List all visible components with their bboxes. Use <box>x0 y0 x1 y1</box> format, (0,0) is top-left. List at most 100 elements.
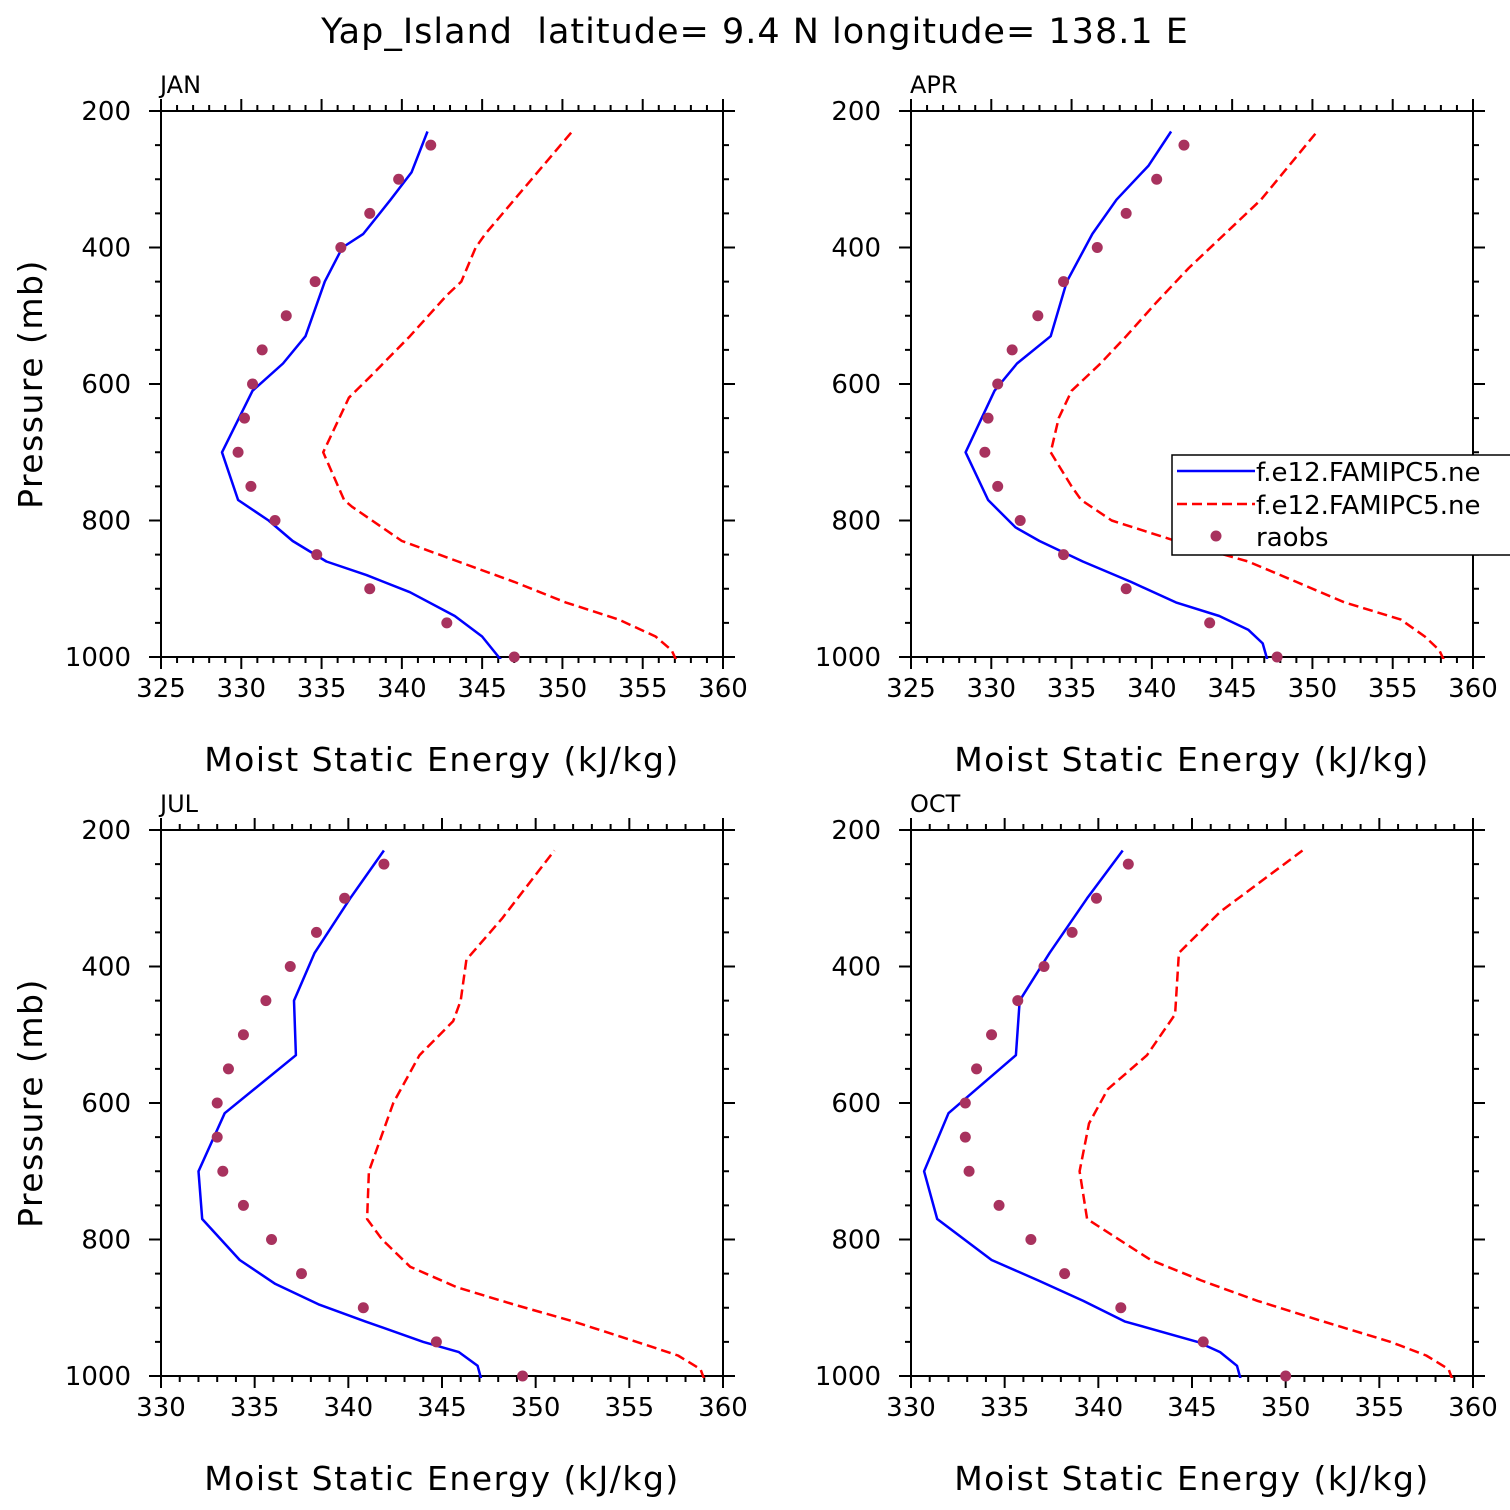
page-title: Yap_Island latitude= 9.4 N longitude= 13… <box>321 12 1189 52</box>
y-axis-label: Pressure (mb) <box>11 259 50 509</box>
raobs-point <box>1178 139 1190 151</box>
raobs-point <box>357 1302 369 1314</box>
x-tick-label: 345 <box>457 674 507 704</box>
raobs-point <box>364 583 376 595</box>
x-axis-label: Moist Static Energy (kJ/kg) <box>204 1459 680 1498</box>
raobs-point <box>959 1131 971 1143</box>
x-axis-label: Moist Static Energy (kJ/kg) <box>204 740 680 779</box>
raobs-point <box>364 207 376 219</box>
raobs-point <box>992 480 1004 492</box>
series-line-dashed <box>365 849 706 1378</box>
series-line-dashed <box>1049 130 1445 659</box>
raobs-point <box>211 1097 223 1109</box>
y-tick-label: 200 <box>831 97 881 127</box>
legend-swatch-point <box>1210 530 1222 542</box>
raobs-point <box>963 1165 975 1177</box>
x-tick-label: 340 <box>1127 674 1177 704</box>
y-tick-label: 600 <box>81 1089 131 1119</box>
y-tick-label: 1000 <box>815 643 881 673</box>
raobs-point <box>1038 961 1050 972</box>
raobs-point <box>237 1199 249 1211</box>
raobs-point <box>517 1370 529 1382</box>
y-tick-label: 800 <box>81 507 131 537</box>
y-tick-label: 400 <box>831 234 881 264</box>
raobs-point <box>992 378 1004 390</box>
raobs-point <box>1120 207 1132 219</box>
panel-apr: 325 330 335 340 345 350 355 360 200 400 600 800 1000… <box>815 71 1498 779</box>
y-tick-label: 400 <box>81 234 131 264</box>
raobs-point <box>247 378 259 390</box>
legend-label: f.e12.FAMIPC5.ne <box>1256 458 1480 488</box>
panel-label: JAN <box>158 71 201 99</box>
raobs-point <box>441 617 453 629</box>
series-line-dashed <box>1078 849 1454 1378</box>
x-tick-label: 355 <box>618 674 668 704</box>
x-tick-label: 335 <box>230 1393 280 1423</box>
y-tick-label: 200 <box>831 816 881 846</box>
x-tick-label: 350 <box>1261 1393 1311 1423</box>
y-tick-label: 600 <box>831 1089 881 1119</box>
raobs-point <box>339 892 351 904</box>
raobs-point <box>982 412 994 424</box>
x-tick-label: 335 <box>980 1393 1030 1423</box>
x-tick-label: 340 <box>377 674 427 704</box>
raobs-point <box>1025 1234 1037 1245</box>
y-axis-label: Pressure (mb) <box>11 978 50 1228</box>
x-tick-label: 330 <box>136 1393 186 1423</box>
raobs-point <box>280 310 292 322</box>
raobs-point <box>211 1131 223 1143</box>
raobs-point <box>430 1336 442 1348</box>
panel-label: JUL <box>158 790 199 818</box>
x-axis-label: Moist Static Energy (kJ/kg) <box>954 1459 1430 1498</box>
raobs-point <box>232 446 244 458</box>
x-tick-label: 345 <box>1207 674 1257 704</box>
series-line-dashed <box>321 130 678 659</box>
plot-frame <box>910 829 1474 1377</box>
y-tick-label: 600 <box>831 370 881 400</box>
raobs-point <box>1059 1268 1071 1280</box>
x-tick-label: 345 <box>417 1393 467 1423</box>
raobs-point <box>1058 549 1070 561</box>
x-tick-label: 335 <box>297 674 347 704</box>
y-tick-label: 800 <box>81 1226 131 1256</box>
raobs-point <box>1091 242 1103 253</box>
raobs-point <box>1122 858 1134 870</box>
x-tick-label: 355 <box>605 1393 655 1423</box>
x-tick-label: 325 <box>136 674 186 704</box>
raobs-point <box>260 995 272 1007</box>
y-tick-label: 200 <box>81 816 131 846</box>
x-tick-label: 330 <box>966 674 1016 704</box>
raobs-point <box>378 858 390 870</box>
raobs-point <box>335 242 347 253</box>
raobs-point <box>1197 1336 1209 1348</box>
raobs-point <box>1271 651 1283 663</box>
raobs-point <box>311 549 323 561</box>
raobs-point <box>284 961 296 972</box>
raobs-point <box>1032 310 1044 322</box>
x-tick-label: 360 <box>1448 674 1498 704</box>
raobs-point <box>959 1097 971 1109</box>
y-tick-label: 1000 <box>65 643 131 673</box>
raobs-point <box>971 1063 983 1075</box>
x-tick-label: 350 <box>538 674 588 704</box>
x-tick-label: 360 <box>698 674 748 704</box>
raobs-point <box>508 651 520 663</box>
legend-label: raobs <box>1256 523 1329 553</box>
raobs-point <box>393 173 405 185</box>
raobs-point <box>296 1268 307 1280</box>
x-tick-label: 335 <box>1047 674 1097 704</box>
raobs-point <box>1204 617 1216 629</box>
x-tick-label: 340 <box>324 1393 374 1423</box>
raobs-point <box>1120 583 1132 595</box>
x-tick-label: 355 <box>1355 1393 1405 1423</box>
y-tick-label: 800 <box>831 507 881 537</box>
raobs-point <box>309 276 321 288</box>
series-line-solid <box>220 131 502 659</box>
x-tick-label: 350 <box>511 1393 561 1423</box>
panel-oct: 330 335 340 345 350 355 360 200 400 600 800 1000 OCT… <box>815 790 1498 1498</box>
y-tick-label: 800 <box>831 1226 881 1256</box>
raobs-point <box>425 139 437 151</box>
x-tick-label: 360 <box>1448 1393 1498 1423</box>
y-tick-label: 200 <box>81 97 131 127</box>
